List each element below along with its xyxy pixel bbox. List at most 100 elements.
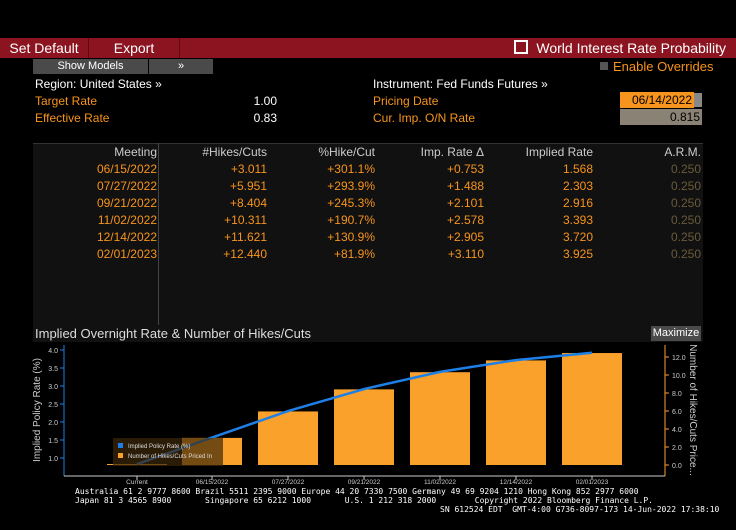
- y-axis-label: Implied Policy Rate (%): [32, 358, 43, 462]
- popout-icon[interactable]: [514, 40, 529, 54]
- legend-swatch-hikes: [118, 453, 123, 458]
- y-tick-label: 2.5: [48, 402, 58, 409]
- table-cell: 0.250: [670, 230, 701, 244]
- cur-imp-label: Cur. Imp. O/N Rate: [373, 111, 476, 125]
- column-header[interactable]: Meeting: [114, 145, 157, 159]
- bar-09/21/2022: [334, 389, 394, 465]
- footer-line-2: Japan 81 3 4565 8900 Singapore 65 6212 1…: [75, 496, 653, 505]
- y2-tick-label: 6.0: [672, 409, 682, 416]
- y2-tick-label: 4.0: [672, 427, 682, 434]
- effective-rate-value: 0.83: [253, 111, 277, 125]
- y2-tick-label: 10.0: [672, 373, 686, 380]
- column-header[interactable]: %Hike/Cut: [318, 145, 375, 159]
- table-cell: 02/01/2023: [96, 247, 157, 261]
- table-cell: 3.925: [562, 247, 593, 261]
- table-cell: +301.1%: [327, 162, 375, 176]
- table-cell: 11/02/2022: [97, 213, 157, 227]
- region-selector[interactable]: Region: United States »: [35, 77, 162, 91]
- target-rate-label: Target Rate: [35, 94, 98, 108]
- toolbar: [0, 38, 736, 58]
- calendar-icon[interactable]: [694, 93, 702, 107]
- y-tick-label: 3.5: [48, 366, 58, 373]
- pricing-date-label: Pricing Date: [373, 94, 439, 108]
- y-tick-label: 1.0: [48, 456, 58, 463]
- bar-07/27/2022: [258, 411, 318, 465]
- y-tick-label: 2.0: [48, 420, 58, 427]
- y-tick-label: 1.5: [48, 438, 58, 445]
- table-cell: 06/15/2022: [96, 162, 157, 176]
- footer-line-3: SN 612524 EDT GMT-4:00 G736-8097-173 14-…: [440, 505, 720, 514]
- table-cell: +245.3%: [327, 196, 375, 210]
- pricing-date-input[interactable]: 06/14/2022: [620, 92, 694, 108]
- column-header[interactable]: Imp. Rate Δ: [420, 145, 484, 159]
- table-cell: +10.311: [224, 213, 267, 227]
- footer-line-1: Australia 61 2 9777 8600 Brazil 5511 239…: [75, 487, 639, 496]
- table-cell: +12.440: [223, 247, 267, 261]
- table-cell: 0.250: [670, 196, 701, 210]
- meetings-table: [33, 143, 703, 326]
- table-cell: +293.9%: [327, 179, 375, 193]
- instrument-selector[interactable]: Instrument: Fed Funds Futures »: [373, 77, 548, 91]
- table-cell: 0.250: [670, 179, 701, 193]
- x-tick-label: Current: [126, 479, 148, 486]
- y2-axis-label: Number of Hikes/Cuts Price...: [687, 344, 698, 476]
- enable-overrides-checkbox[interactable]: [600, 62, 608, 70]
- column-header[interactable]: A.R.M.: [664, 145, 701, 159]
- column-header[interactable]: #Hikes/Cuts: [202, 145, 267, 159]
- table-cell: +0.753: [446, 162, 484, 176]
- x-tick-label: 11/02/2022: [424, 479, 456, 486]
- bar-11/02/2022: [410, 372, 470, 465]
- bar-02/01/2023: [562, 353, 622, 465]
- table-cell: +11.621: [224, 230, 267, 244]
- bar-12/14/2022: [486, 360, 546, 465]
- legend-label-hikes: Number of Hikes/Cuts Priced In: [128, 454, 212, 460]
- target-rate-value: 1.00: [253, 94, 277, 108]
- show-models-button[interactable]: Show Models: [33, 59, 148, 74]
- table-cell: 3.720: [562, 230, 593, 244]
- table-cell: +8.404: [229, 196, 267, 210]
- y2-tick-label: 0.0: [672, 463, 682, 470]
- window-title: World Interest Rate Probability: [514, 38, 726, 58]
- table-cell: +2.101: [446, 196, 484, 210]
- table-cell: 3.393: [562, 213, 593, 227]
- x-tick-label: 12/14/2022: [500, 479, 533, 486]
- export-button[interactable]: Export: [89, 38, 180, 58]
- table-cell: +3.110: [447, 247, 484, 261]
- y-tick-label: 4.0: [48, 348, 58, 355]
- table-cell: +3.011: [230, 162, 267, 176]
- table-cell: +190.7%: [327, 213, 375, 227]
- table-cell: 07/27/2022: [96, 179, 157, 193]
- table-cell: +130.9%: [327, 230, 375, 244]
- x-tick-label: 09/21/2022: [348, 479, 381, 486]
- table-cell: 0.250: [670, 162, 701, 176]
- maximize-button[interactable]: Maximize: [651, 326, 701, 341]
- x-tick-label: 07/27/2022: [272, 479, 305, 486]
- chart-title: Implied Overnight Rate & Number of Hikes…: [35, 326, 311, 341]
- table-cell: 0.250: [670, 213, 701, 227]
- legend-swatch-rate: [118, 443, 123, 448]
- effective-rate-label: Effective Rate: [35, 111, 110, 125]
- table-cell: 2.303: [562, 179, 593, 193]
- table-cell: +2.905: [446, 230, 484, 244]
- table-cell: +1.488: [446, 179, 484, 193]
- table-cell: +5.951: [229, 179, 267, 193]
- legend-label-rate: Implied Policy Rate (%): [128, 444, 190, 450]
- cur-imp-input[interactable]: 0.815: [620, 109, 702, 125]
- x-tick-label: 02/01/2023: [576, 479, 609, 486]
- table-cell: +81.9%: [333, 247, 375, 261]
- set-default-button[interactable]: Set Default: [0, 38, 89, 58]
- y2-tick-label: 2.0: [672, 445, 682, 452]
- table-cell: 12/14/2022: [96, 230, 157, 244]
- column-header[interactable]: Implied Rate: [525, 145, 593, 159]
- table-cell: +2.578: [446, 213, 484, 227]
- y2-tick-label: 8.0: [672, 391, 682, 398]
- table-cell: 09/21/2022: [96, 196, 157, 210]
- x-tick-label: 06/15/2022: [196, 479, 229, 486]
- legend: [113, 438, 223, 466]
- expand-button[interactable]: »: [149, 59, 213, 74]
- table-cell: 0.250: [670, 247, 701, 261]
- table-cell: 1.568: [562, 162, 593, 176]
- y2-tick-label: 12.0: [672, 355, 686, 362]
- y-tick-label: 3.0: [48, 384, 58, 391]
